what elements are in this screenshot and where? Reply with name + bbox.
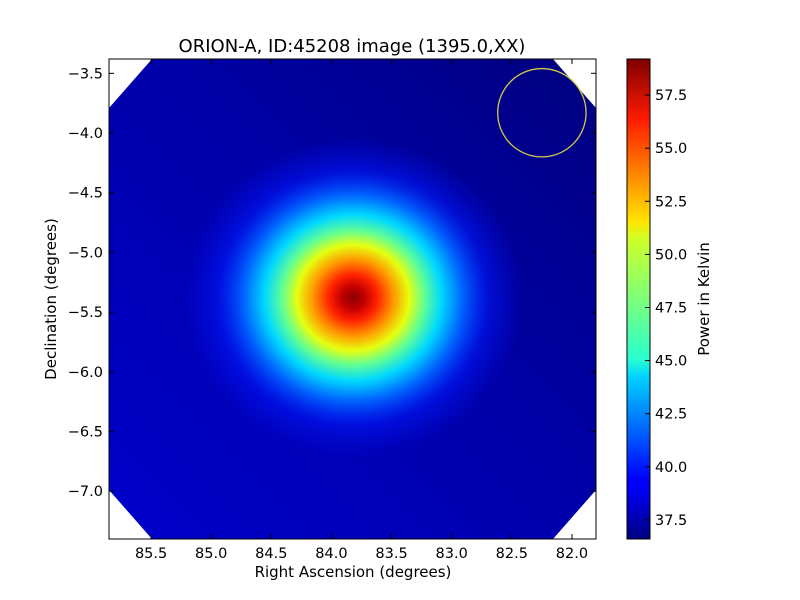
blank-corner-bottom-left bbox=[109, 490, 152, 539]
colorbar-tick-label: 45.0 bbox=[655, 354, 687, 370]
x-tick-label: 85.0 bbox=[195, 546, 227, 562]
blank-corner-bottom-right bbox=[553, 490, 596, 539]
x-tick-label: 85.5 bbox=[135, 546, 167, 562]
colorbar-tick-label: 55.0 bbox=[655, 141, 687, 157]
x-axis-label: Right Ascension (degrees) bbox=[255, 563, 452, 581]
y-axis: −3.5 −4.0 −4.5 −5.0 −5.5 −6.0 −6.5 −7.0 bbox=[68, 66, 596, 500]
colorbar-tick-label: 37.5 bbox=[655, 513, 687, 529]
x-tick-label: 82.0 bbox=[556, 546, 588, 562]
colorbar-tick-label: 47.5 bbox=[655, 300, 687, 316]
colorbar-tick-label: 42.5 bbox=[655, 407, 687, 423]
y-tick-label: −3.5 bbox=[68, 66, 103, 82]
y-tick-label: −6.0 bbox=[68, 365, 103, 381]
blank-corner-top-left bbox=[109, 59, 152, 108]
colorbar-tick-label: 50.0 bbox=[655, 247, 687, 263]
y-tick-label: −4.0 bbox=[68, 126, 103, 142]
colorbar-tick-label: 57.5 bbox=[655, 88, 687, 104]
colorbar-axis: 37.5 40.0 42.5 45.0 47.5 50.0 52.5 55.0 57.5 bbox=[645, 88, 687, 529]
x-axis: 85.5 85.0 84.5 84.0 83.5 83.0 82.5 82.0 bbox=[135, 59, 588, 562]
x-tick-label: 83.5 bbox=[375, 546, 407, 562]
plot-frame bbox=[108, 58, 597, 540]
x-tick-label: 84.5 bbox=[255, 546, 287, 562]
y-tick-label: −6.5 bbox=[68, 425, 103, 441]
colorbar-tick-label: 40.0 bbox=[655, 460, 687, 476]
beam-circle bbox=[497, 67, 587, 158]
heatmap-image bbox=[109, 59, 596, 539]
y-tick-label: −4.5 bbox=[68, 186, 103, 202]
y-axis-label: Declination (degrees) bbox=[42, 218, 60, 380]
y-tick-label: −7.0 bbox=[68, 484, 103, 500]
chart-title: ORION-A, ID:45208 image (1395.0,XX) bbox=[179, 36, 526, 57]
x-tick-label: 82.5 bbox=[496, 546, 528, 562]
x-tick-label: 84.0 bbox=[315, 546, 347, 562]
x-tick-label: 83.0 bbox=[436, 546, 468, 562]
source-emission bbox=[183, 137, 524, 458]
y-tick-label: −5.5 bbox=[68, 305, 103, 321]
y-tick-label: −5.0 bbox=[68, 245, 103, 261]
colorbar-tick-label: 52.5 bbox=[655, 194, 687, 210]
colorbar-label: Power in Kelvin bbox=[695, 242, 713, 356]
colorbar bbox=[626, 58, 651, 540]
